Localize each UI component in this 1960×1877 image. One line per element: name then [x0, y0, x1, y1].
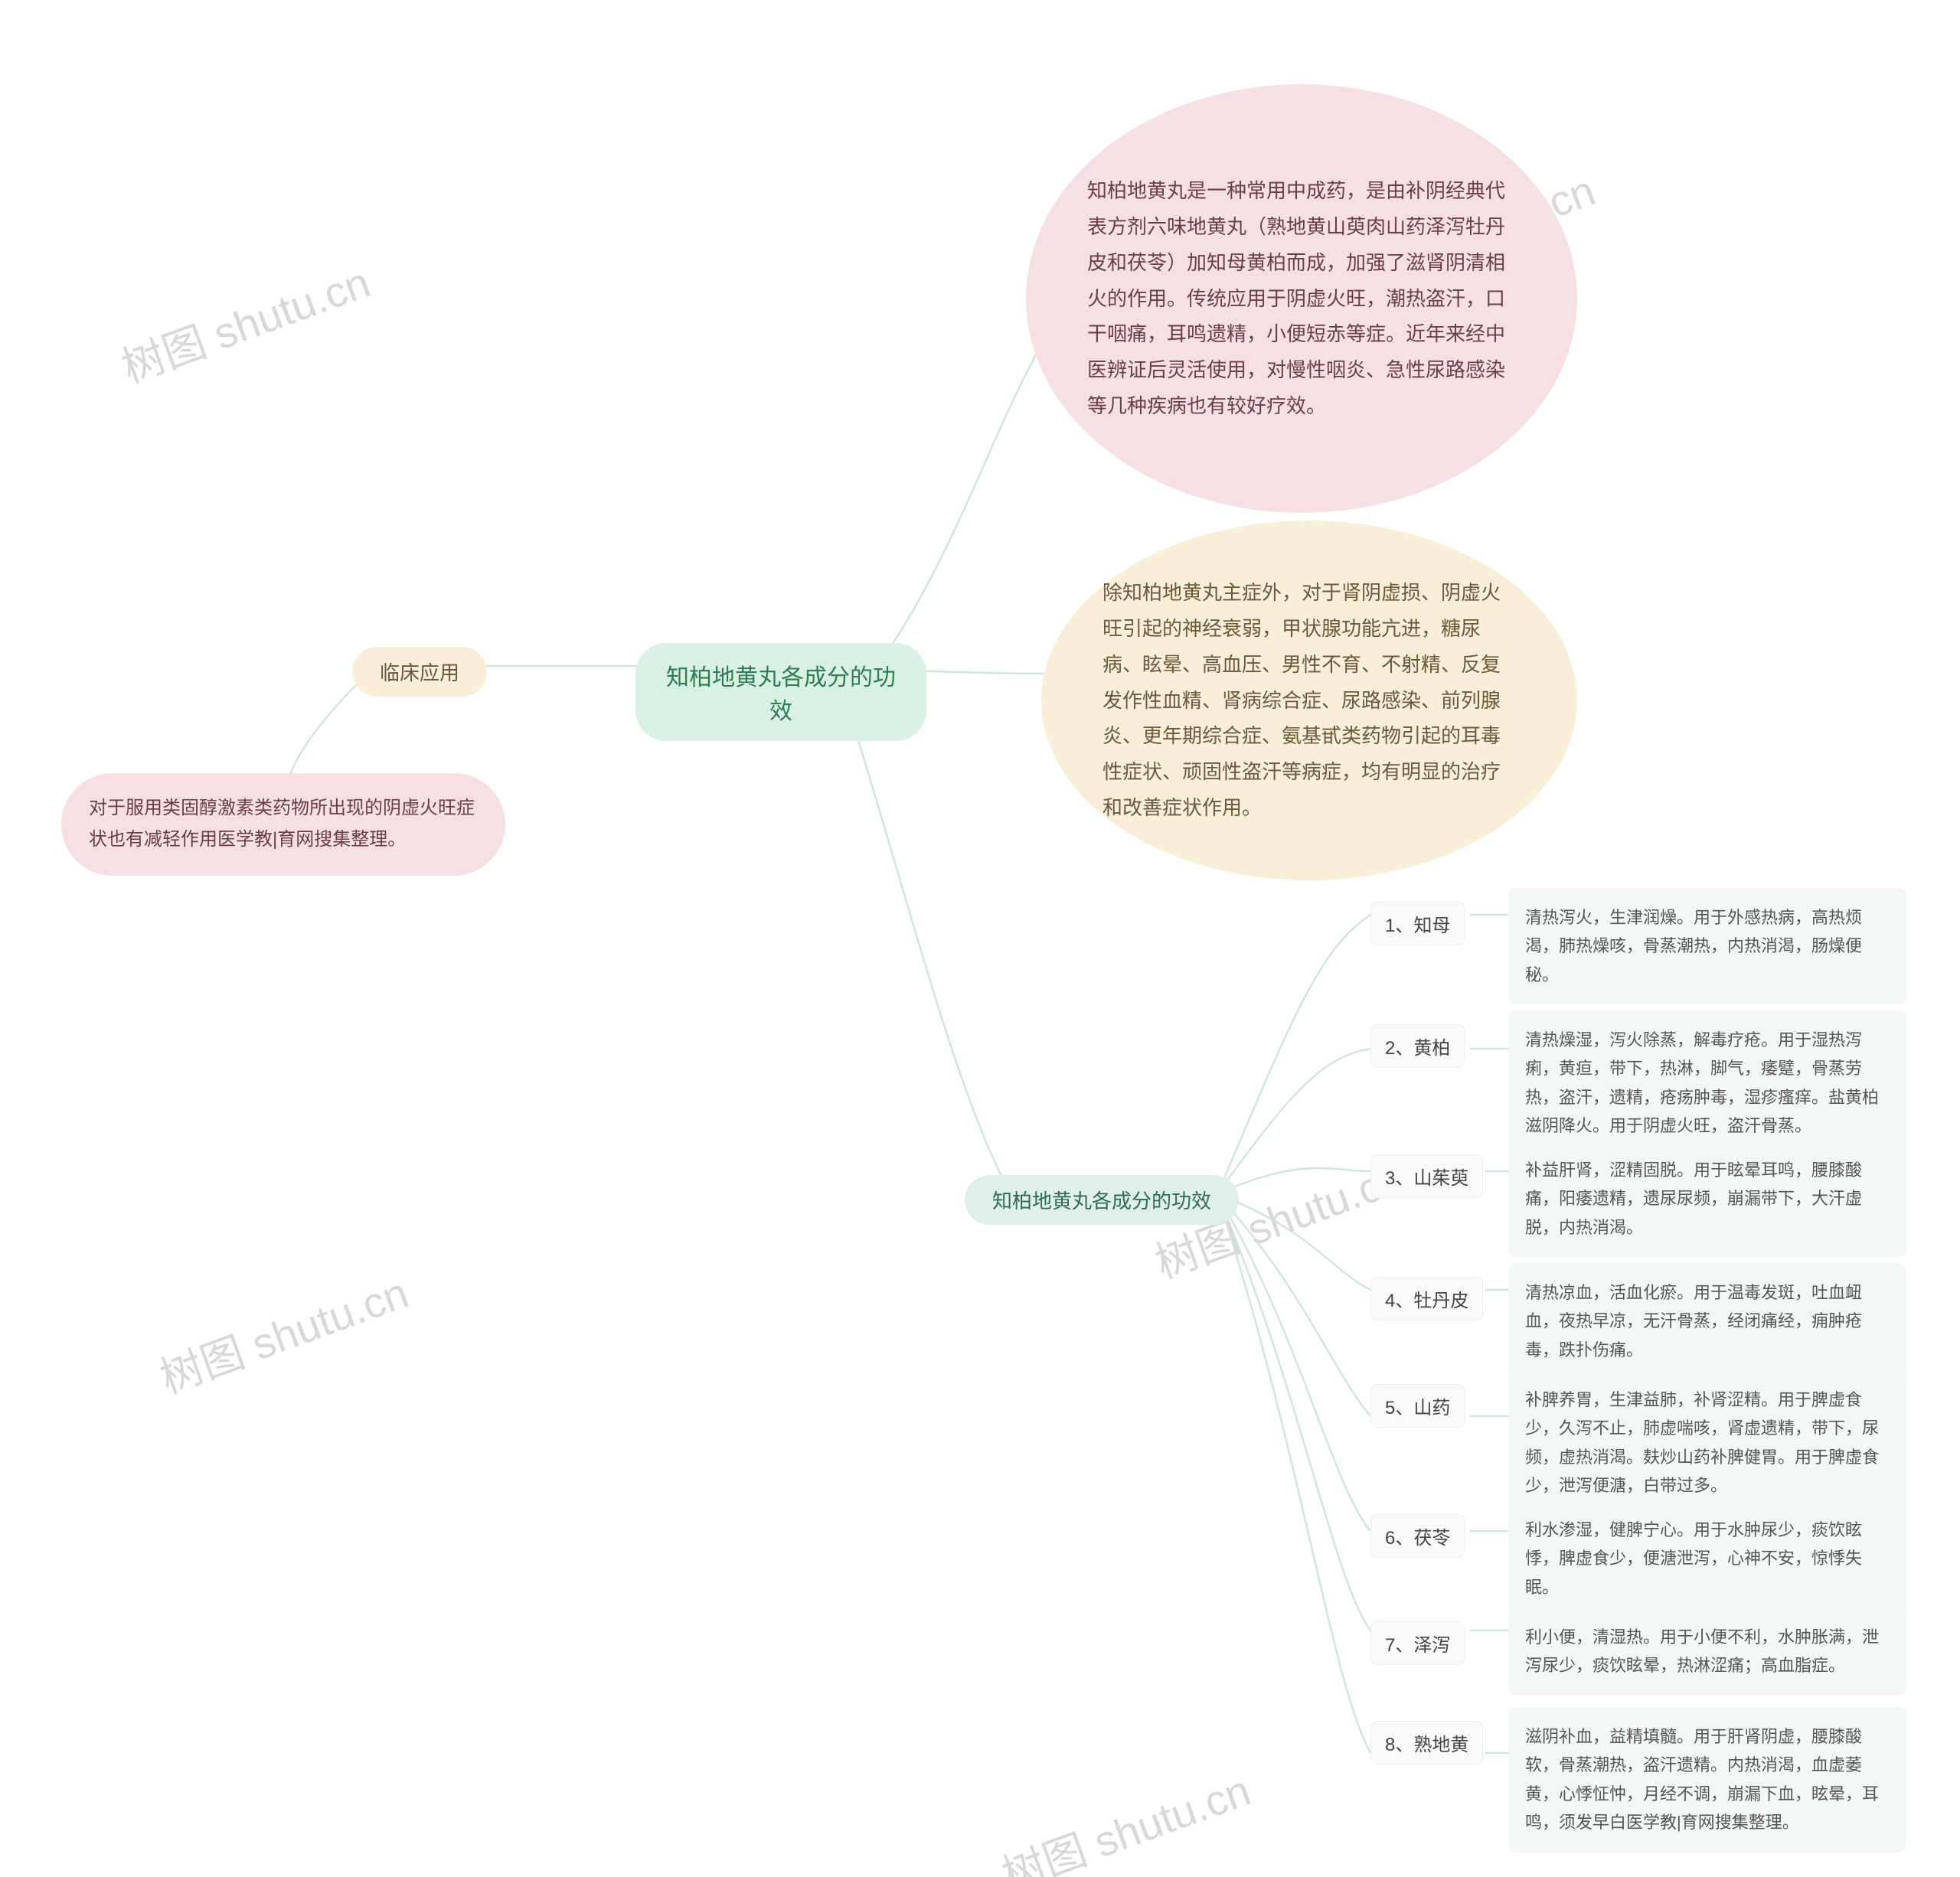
root-label: 知柏地黄丸各成分的功效 — [666, 658, 896, 726]
ingredient-desc: 滋阴补血，益精填髓。用于肝肾阴虚，腰膝酸软，骨蒸潮热，盗汗遗精。内热消渴，血虚萎… — [1508, 1707, 1906, 1853]
ingredient-desc: 清热泻火，生津润燥。用于外感热病，高热烦渴，肺热燥咳，骨蒸潮热，内热消渴，肠燥便… — [1508, 888, 1906, 1004]
bubble-uses[interactable]: 除知柏地黄丸主症外，对于肾阴虚损、阴虚火旺引起的神经衰弱，甲状腺功能亢进，糖尿病… — [1041, 521, 1577, 880]
bubble-uses-text: 除知柏地黄丸主症外，对于肾阴虚损、阴虚火旺引起的神经衰弱，甲状腺功能亢进，糖尿病… — [1102, 575, 1516, 826]
bubble-intro-text: 知柏地黄丸是一种常用中成药，是由补阴经典代表方剂六味地黄丸（熟地黄山萸肉山药泽泻… — [1087, 173, 1516, 424]
ingredients-label: 知柏地黄丸各成分的功效 — [992, 1186, 1211, 1214]
ingredient-label[interactable]: 8、熟地黄 — [1370, 1721, 1483, 1764]
ingredient-label[interactable]: 7、泽泻 — [1370, 1621, 1465, 1665]
ingredient-desc: 利水渗湿，健脾宁心。用于水肿尿少，痰饮眩悸，脾虚食少，便溏泄泻，心神不安，惊悸失… — [1508, 1500, 1906, 1617]
ingredient-label[interactable]: 4、牡丹皮 — [1370, 1277, 1483, 1320]
watermark: 树图 shutu.cn — [112, 248, 377, 395]
ingredient-desc: 补脾养胃，生津益肺，补肾涩精。用于脾虚食少，久泻不止，肺虚喘咳，肾虚遗精，带下，… — [1508, 1370, 1906, 1516]
bubble-intro[interactable]: 知柏地黄丸是一种常用中成药，是由补阴经典代表方剂六味地黄丸（熟地黄山萸肉山药泽泻… — [1026, 84, 1577, 513]
clinical-label: 临床应用 — [380, 658, 459, 686]
ingredient-desc: 补益肝肾，涩精固脱。用于眩晕耳鸣，腰膝酸痛，阳痿遗精，遗尿尿频，崩漏带下，大汗虚… — [1508, 1141, 1906, 1257]
ingredient-label[interactable]: 2、黄柏 — [1370, 1024, 1465, 1068]
clinical-note[interactable]: 对于服用类固醇激素类药物所出现的阴虚火旺症状也有减轻作用医学教|育网搜集整理。 — [61, 773, 505, 876]
root-node[interactable]: 知柏地黄丸各成分的功效 — [635, 643, 926, 741]
clinical-note-text: 对于服用类固醇激素类药物所出现的阴虚火旺症状也有减轻作用医学教|育网搜集整理。 — [89, 793, 478, 856]
ingredient-label[interactable]: 6、茯苓 — [1370, 1514, 1465, 1558]
ingredients-node[interactable]: 知柏地黄丸各成分的功效 — [965, 1175, 1239, 1225]
ingredient-desc: 清热凉血，活血化瘀。用于温毒发斑，吐血衄血，夜热早凉，无汗骨蒸，经闭痛经，痈肿疮… — [1508, 1263, 1906, 1379]
ingredient-desc: 利小便，清湿热。用于小便不利，水肿胀满，泄泻尿少，痰饮眩晕，热淋涩痛；高血脂症。 — [1508, 1608, 1906, 1696]
watermark: 树图 shutu.cn — [992, 1756, 1258, 1877]
watermark: 树图 shutu.cn — [150, 1258, 416, 1405]
ingredient-label[interactable]: 5、山药 — [1370, 1384, 1465, 1428]
clinical-node[interactable]: 临床应用 — [352, 647, 487, 697]
ingredient-label[interactable]: 1、知母 — [1370, 902, 1465, 945]
ingredient-label[interactable]: 3、山茱萸 — [1370, 1154, 1483, 1198]
ingredient-desc: 清热燥湿，泻火除蒸，解毒疗疮。用于湿热泻痢，黄疸，带下，热淋，脚气，痿躄，骨蒸劳… — [1508, 1010, 1906, 1156]
